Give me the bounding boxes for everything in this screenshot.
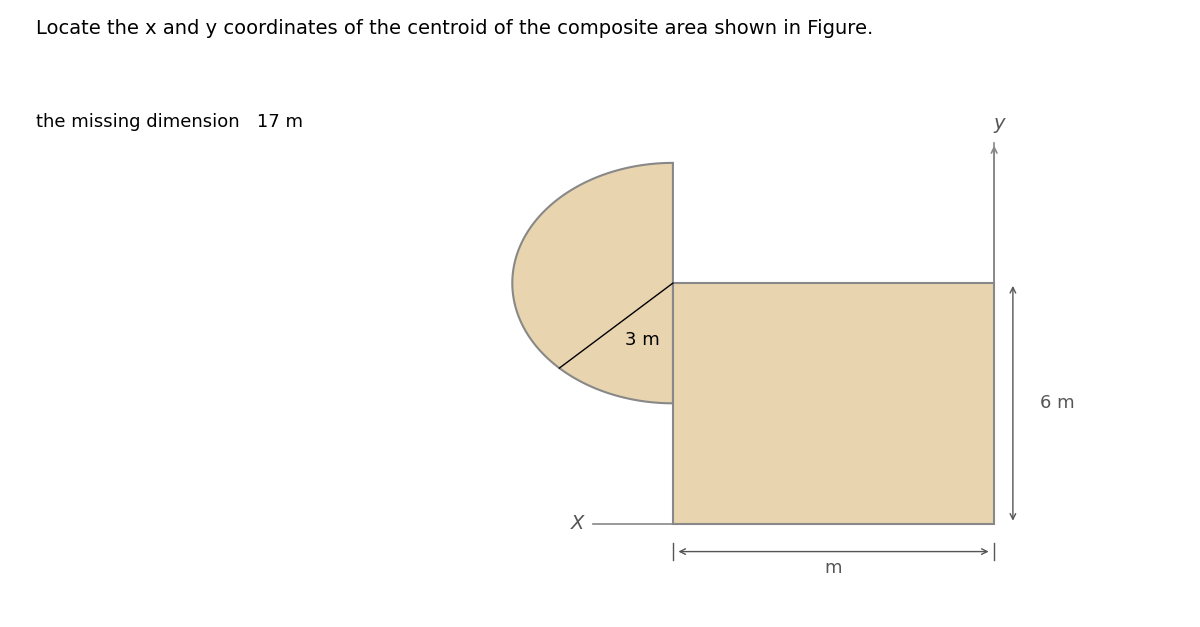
Polygon shape — [673, 283, 994, 524]
Text: Locate the x and y coordinates of the centroid of the composite area shown in Fi: Locate the x and y coordinates of the ce… — [36, 19, 874, 38]
Text: 6 m: 6 m — [1039, 394, 1074, 413]
Text: X: X — [571, 514, 584, 533]
Text: y: y — [994, 114, 1006, 133]
Polygon shape — [512, 163, 673, 403]
Text: m: m — [824, 559, 842, 577]
Text: 3 m: 3 m — [625, 331, 660, 349]
Text: the missing dimension   17 m: the missing dimension 17 m — [36, 113, 302, 131]
